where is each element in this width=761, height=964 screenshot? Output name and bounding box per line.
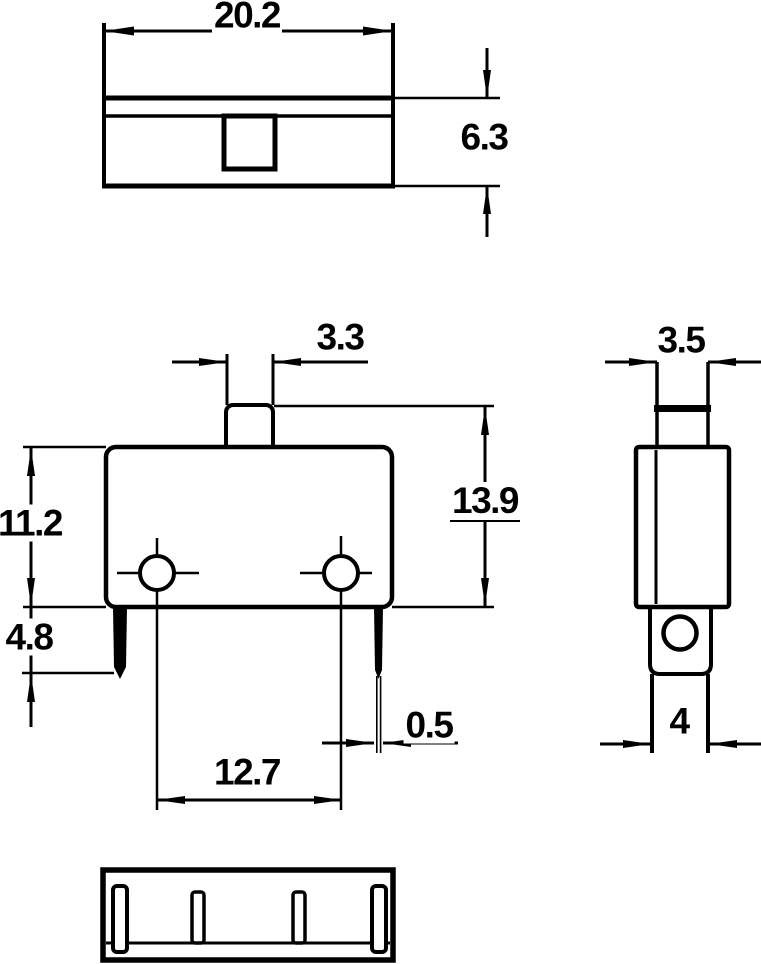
front-view xyxy=(22,354,494,810)
dim-label-terminal-length: 4.8 xyxy=(3,616,55,658)
dim-label-overall-width: 20.2 xyxy=(211,0,283,34)
arrowhead-up xyxy=(27,448,35,476)
terminal-pin-right xyxy=(374,607,383,679)
side-view-button xyxy=(654,362,711,447)
arrowhead-right xyxy=(346,739,374,747)
dim-label-hole-spacing: 12.7 xyxy=(211,751,283,793)
arrowhead-up xyxy=(483,186,491,214)
side-view-body xyxy=(633,444,732,610)
arrowhead-right xyxy=(363,26,393,36)
dim-label-terminal-width: 4 xyxy=(667,700,691,742)
dim-12-7-linework xyxy=(157,796,342,804)
mounting-hole-left xyxy=(138,554,176,592)
dim-label-terminal-thickness: 0.5 xyxy=(403,704,455,746)
arrowhead-up xyxy=(481,407,489,435)
mounting-hole-right xyxy=(322,554,360,592)
dim-label-button-depth: 3.5 xyxy=(655,319,707,361)
dim-3-3-linework xyxy=(172,354,368,405)
terminal-pin-left xyxy=(113,607,127,679)
terminal-slot-4 xyxy=(370,884,388,954)
bottom-view xyxy=(100,867,396,963)
arrowhead-left xyxy=(708,358,736,366)
terminal-slot-3 xyxy=(291,890,307,945)
arrowhead-up xyxy=(27,674,35,702)
side-view-terminal xyxy=(648,609,713,753)
arrowhead-left xyxy=(157,796,185,804)
terminal-slot-1 xyxy=(111,884,129,954)
front-view-terminals xyxy=(113,607,383,753)
front-view-mounting-holes xyxy=(117,536,372,810)
arrowhead-left xyxy=(709,740,737,748)
dim-label-button-width: 3.3 xyxy=(314,316,366,358)
dim-3-5-linework xyxy=(605,358,761,366)
top-view-button-recess xyxy=(221,113,278,172)
side-view xyxy=(600,358,761,753)
terminal-hole xyxy=(661,614,699,652)
arrowhead-right xyxy=(629,358,657,366)
front-view-body xyxy=(103,444,395,610)
dim-4-linework xyxy=(600,740,761,748)
terminal-slot-2 xyxy=(190,890,206,945)
dim-label-body-height: 11.2 xyxy=(0,504,64,542)
top-view-outline xyxy=(102,23,395,189)
arrowhead-down xyxy=(483,70,491,98)
top-view xyxy=(102,23,500,237)
arrowhead-left xyxy=(273,358,301,366)
arrowhead-down xyxy=(481,578,489,606)
arrowhead-right xyxy=(314,796,342,804)
arrowhead-right xyxy=(199,358,227,366)
dim-11-2-linework xyxy=(23,445,106,609)
dim-label-total-height: 13.9 xyxy=(449,480,521,522)
bottom-view-outline xyxy=(100,867,396,963)
arrowhead-down xyxy=(27,578,35,606)
dim-label-overall-depth: 6.3 xyxy=(458,116,510,158)
button-top-edge xyxy=(654,405,711,412)
dim-6-3-linework xyxy=(395,48,500,237)
arrowhead-right xyxy=(623,740,651,748)
arrowhead-left xyxy=(104,26,134,36)
